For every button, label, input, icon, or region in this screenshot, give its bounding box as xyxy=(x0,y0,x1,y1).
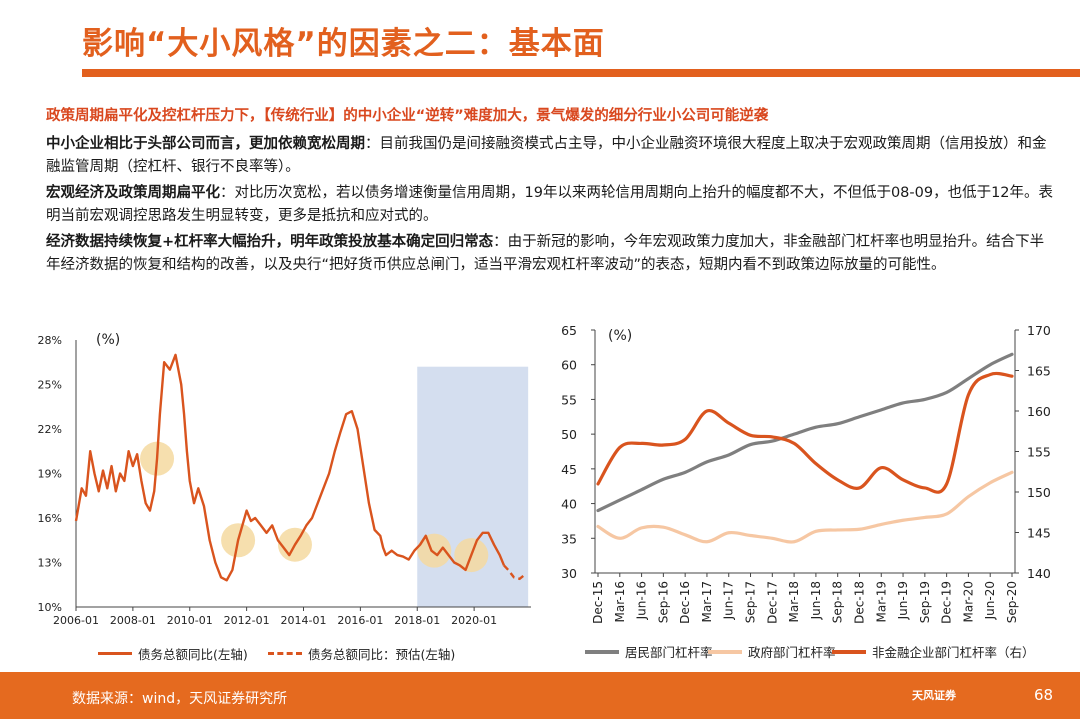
y-tick-label: 22% xyxy=(38,423,62,436)
page-title: 影响“大小风格”的因素之二：基本面 xyxy=(82,26,605,62)
legend-government-label: 政府部门杠杆率 xyxy=(748,645,836,660)
right-y-tick-label: 155 xyxy=(1027,445,1051,460)
legend-corporate-swatch xyxy=(832,649,866,654)
x-tick-label: 2006-01 xyxy=(53,614,99,627)
x-tick-label: Mar-16 xyxy=(613,581,627,622)
y-tick-label: 19% xyxy=(38,468,62,481)
x-tick-label: Dec-16 xyxy=(678,581,692,624)
legend-debt-actual-label: 债务总额同比(左轴) xyxy=(138,647,248,662)
x-tick-label: Sep-16 xyxy=(656,581,670,623)
data-source: 数据来源：wind，天风证券研究所 xyxy=(72,691,288,707)
legend-solid-swatch xyxy=(98,652,132,655)
x-tick-label: Jun-18 xyxy=(809,581,823,620)
legend-household-swatch xyxy=(585,649,619,654)
left-y-tick-label: 45 xyxy=(561,462,577,477)
x-tick-label: Jun-19 xyxy=(896,581,910,620)
series-government-leverage xyxy=(596,470,1014,544)
left-y-tick-label: 40 xyxy=(561,497,577,512)
x-tick-label: Sep-19 xyxy=(918,581,932,623)
right-y-tick-label: 150 xyxy=(1027,485,1051,500)
paragraph-2-lead: 宏观经济及政策周期扁平化 xyxy=(46,185,220,201)
company-logo: 天风证券 xyxy=(912,684,974,708)
legend-household: 居民部门杠杆率 xyxy=(585,642,713,661)
x-tick-label: 2018-01 xyxy=(394,614,440,627)
right-y-tick-label: 160 xyxy=(1027,404,1051,419)
paragraph-3-lead: 经济数据持续恢复+杠杆率大幅抬升，明年政策投放基本确定回归常态 xyxy=(46,234,494,250)
legend-government-swatch xyxy=(708,649,742,654)
legend-debt-actual: 债务总额同比(左轴) xyxy=(98,644,248,663)
x-tick-label: Jun-16 xyxy=(635,581,649,620)
x-tick-label: 2016-01 xyxy=(337,614,383,627)
title-underline xyxy=(82,69,1080,77)
y-tick-label: 13% xyxy=(38,557,62,570)
x-tick-label: Mar-20 xyxy=(961,581,975,622)
page-number: 68 xyxy=(1034,686,1054,704)
x-tick-label: Mar-17 xyxy=(700,581,714,622)
paragraph-2-body: ：对比历次宽松，若以债务增速衡量信用周期，19年以来两轮信用周期向上抬升的幅度都… xyxy=(46,185,1054,224)
right-y-tick-label: 145 xyxy=(1027,526,1051,541)
x-tick-label: 2012-01 xyxy=(224,614,270,627)
x-tick-label: Mar-18 xyxy=(787,581,801,622)
legend-corporate-label: 非金融企业部门杠杆率（右） xyxy=(872,645,1035,660)
left-y-tick-label: 60 xyxy=(561,358,577,373)
y-tick-label: 16% xyxy=(38,512,62,525)
x-tick-label: 2008-01 xyxy=(110,614,156,627)
x-tick-label: Dec-15 xyxy=(591,581,605,624)
series-corporate-leverage xyxy=(596,371,1014,494)
x-tick-label: 2020-01 xyxy=(451,614,497,627)
right-chart-unit-label: (%) xyxy=(608,328,632,344)
right-y-tick-label: 165 xyxy=(1027,364,1051,379)
x-tick-label: Sep-18 xyxy=(831,581,845,623)
paragraph-1-lead: 中小企业相比于头部公司而言，更加依赖宽松周期 xyxy=(46,136,365,152)
x-tick-label: Dec-18 xyxy=(852,581,866,624)
series-household-leverage xyxy=(596,352,1014,513)
series-debt-growth xyxy=(74,353,506,582)
legend-dashed-swatch xyxy=(268,652,302,655)
y-tick-label: 28% xyxy=(38,334,62,347)
paragraph-3: 经济数据持续恢复+杠杆率大幅抬升，明年政策投放基本确定回归常态：由于新冠的影响，… xyxy=(46,231,1056,277)
legend-debt-forecast-label: 债务总额同比：预估(左轴) xyxy=(308,647,456,662)
left-y-tick-label: 65 xyxy=(561,323,577,338)
x-tick-label: Mar-19 xyxy=(874,581,888,622)
x-tick-label: Jun-20 xyxy=(983,581,997,620)
logo-text: 天风证券 xyxy=(912,689,956,702)
y-tick-label: 10% xyxy=(38,601,62,614)
left-y-tick-label: 35 xyxy=(561,531,577,546)
paragraph-1-body: ：目前我国仍是间接融资模式占主导，中小企业融资环境很大程度上取决于宏观政策周期（… xyxy=(46,136,1047,175)
x-tick-label: 2010-01 xyxy=(167,614,213,627)
legend-debt-forecast: 债务总额同比：预估(左轴) xyxy=(268,644,455,663)
x-tick-label: Sep-20 xyxy=(1005,581,1019,623)
x-tick-label: Jun-17 xyxy=(722,581,736,620)
legend-corporate: 非金融企业部门杠杆率（右） xyxy=(832,642,1035,661)
x-tick-label: 2014-01 xyxy=(281,614,327,627)
paragraph-1: 中小企业相比于头部公司而言，更加依赖宽松周期：目前我国仍是间接融资模式占主导，中… xyxy=(46,133,1056,179)
highlight-circle-4 xyxy=(417,533,452,568)
debt-growth-chart: 28% 25% 22% 19% 16% 13% 10%2006-01 2008-01 2010-… xyxy=(38,332,531,627)
left-y-tick-label: 30 xyxy=(561,566,577,581)
right-y-tick-label: 140 xyxy=(1027,566,1051,581)
left-y-tick-label: 50 xyxy=(561,427,577,442)
legend-household-label: 居民部门杠杆率 xyxy=(625,645,713,660)
right-y-tick-label: 170 xyxy=(1027,323,1051,338)
y-tick-label: 25% xyxy=(38,379,62,392)
paragraph-3-body: ：由于新冠的影响，今年宏观政策力度加大，非金融部门杠杆率也明显抬升。结合下半年经… xyxy=(46,234,1045,273)
x-tick-label: Sep-17 xyxy=(744,581,758,623)
paragraph-2: 宏观经济及政策周期扁平化：对比历次宽松，若以债务增速衡量信用周期，19年以来两轮… xyxy=(46,182,1056,228)
legend-government: 政府部门杠杆率 xyxy=(708,642,836,661)
key-message: 政策周期扁平化及控杠杆压力下，【传统行业】的中小企业“逆转”难度加大，景气爆发的… xyxy=(46,108,769,124)
leverage-ratio-chart: 65 60 55 50 45 40 35 30 170 165 160 155 150 145 140 Dec… xyxy=(561,323,1051,624)
x-tick-label: Dec-17 xyxy=(765,581,779,624)
left-chart-unit-label: (%) xyxy=(96,332,120,348)
left-y-tick-label: 55 xyxy=(561,392,577,407)
x-tick-label: Dec-19 xyxy=(940,581,954,624)
footer-bar xyxy=(0,672,1080,719)
series-debt-growth-forecast xyxy=(503,564,527,581)
